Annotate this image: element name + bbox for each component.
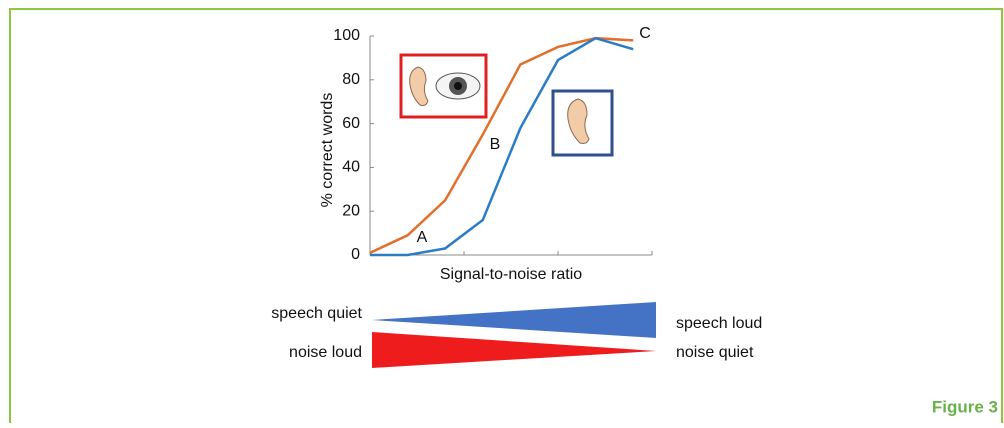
annotation: C — [639, 25, 651, 42]
scale-label: noise loud — [289, 344, 362, 361]
caption: Figure 3 — [932, 397, 998, 416]
speech-wedge — [372, 302, 656, 338]
y-tick-label: 0 — [351, 246, 360, 263]
x-axis-label: Signal-to-noise ratio — [440, 266, 582, 283]
y-tick-label: 80 — [342, 71, 360, 88]
y-tick-label: 100 — [333, 27, 360, 44]
y-tick-label: 20 — [342, 202, 360, 219]
y-tick-label: 40 — [342, 159, 360, 176]
y-tick-label: 60 — [342, 115, 360, 132]
y-axis-label: % correct words — [319, 93, 336, 208]
scale-label: noise quiet — [676, 344, 754, 361]
annotation: B — [490, 136, 501, 153]
frame — [10, 9, 1002, 423]
annotation: A — [417, 229, 428, 246]
noise-wedge — [372, 332, 656, 368]
scale-label: speech loud — [676, 315, 762, 332]
audio-icon — [553, 91, 612, 155]
audio-visual-icon — [401, 55, 486, 117]
figure: % correct words Signal-to-noise ratio sp… — [0, 0, 1004, 423]
scale-label: speech quiet — [271, 305, 362, 322]
